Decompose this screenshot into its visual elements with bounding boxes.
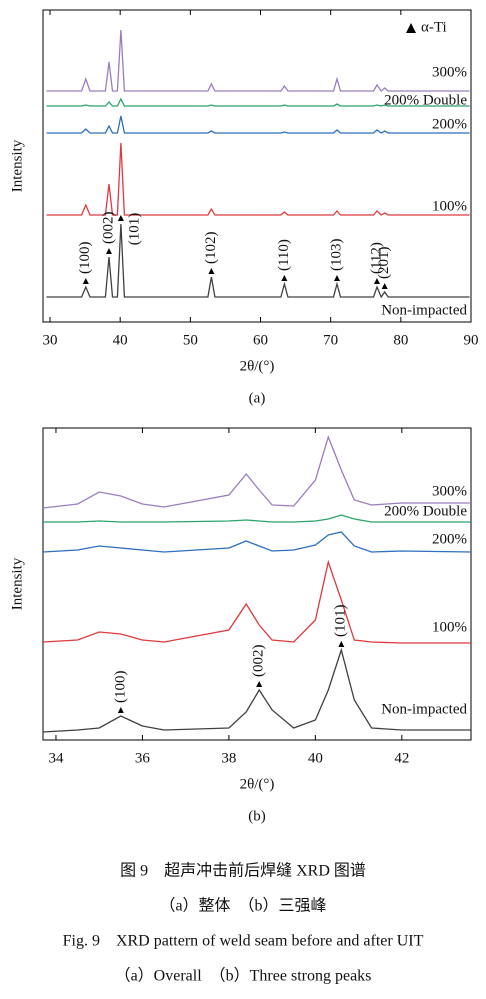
x-tick-label: 36 xyxy=(135,750,151,766)
peak-label: (102) xyxy=(203,232,219,265)
x-tick-label: 50 xyxy=(183,332,198,348)
panel-caption: (a) xyxy=(249,390,266,406)
peak-marker xyxy=(333,275,340,281)
series-label: 100% xyxy=(432,198,467,214)
series-label: 100% xyxy=(432,619,467,635)
peak-marker xyxy=(105,248,112,254)
x-tick-label: 80 xyxy=(393,332,408,348)
caption-en-title: Fig. 9 XRD pattern of weld seam before a… xyxy=(63,933,424,950)
x-tick-label: 90 xyxy=(464,332,479,348)
series-label: Non-impacted xyxy=(381,302,467,318)
peak-marker xyxy=(281,275,288,281)
series-label: Non-impacted xyxy=(381,701,467,717)
caption-en-sub: （a）Overall （b）Three strong peaks xyxy=(115,967,372,985)
plot-frame xyxy=(42,9,472,323)
peak-marker xyxy=(117,215,124,221)
plot-frame xyxy=(42,427,472,741)
caption-cn-title: 图 9 超声冲击前后焊缝 XRD 图谱 xyxy=(120,862,366,880)
y-axis-label: Intensity xyxy=(9,557,25,610)
peak-marker xyxy=(117,707,124,713)
x-axis-label: 2θ/(°) xyxy=(240,358,275,374)
x-tick-label: 34 xyxy=(48,750,64,766)
series-label: 200% xyxy=(432,531,467,547)
x-tick-label: 30 xyxy=(43,332,58,348)
x-tick-label: 40 xyxy=(308,750,323,766)
series-line xyxy=(42,435,471,509)
peak-marker xyxy=(373,278,380,284)
peak-label: (103) xyxy=(328,239,344,272)
peak-marker xyxy=(338,641,345,647)
series-label: 300% xyxy=(432,64,467,80)
series-label: 200% Double xyxy=(384,92,467,108)
x-axis-label: 2θ/(°) xyxy=(240,776,275,792)
x-tick-label: 60 xyxy=(253,332,268,348)
series-label: 200% xyxy=(432,116,467,132)
peak-marker xyxy=(208,268,215,274)
series-line xyxy=(46,115,470,134)
peak-label: (101) xyxy=(126,213,142,246)
series-line xyxy=(46,223,470,299)
panel-caption: (b) xyxy=(248,808,266,824)
peak-label: (101) xyxy=(333,605,349,638)
x-tick-label: 42 xyxy=(394,750,409,766)
peak-label: (002) xyxy=(100,212,116,245)
series-label: 200% Double xyxy=(384,503,467,519)
series-line xyxy=(46,97,470,107)
peak-marker xyxy=(381,283,388,289)
x-tick-label: 38 xyxy=(221,750,236,766)
peak-label: (112) xyxy=(368,242,384,274)
series-line xyxy=(42,531,472,553)
series-line xyxy=(42,559,471,644)
peak-label: (100) xyxy=(112,671,128,704)
peak-label: (201) xyxy=(376,247,392,280)
peak-marker xyxy=(256,681,263,687)
series-line xyxy=(43,514,471,523)
series-line xyxy=(46,29,470,92)
x-tick-label: 70 xyxy=(323,332,338,348)
legend-marker xyxy=(406,23,416,33)
series-line xyxy=(42,647,471,733)
peak-marker xyxy=(82,278,89,284)
y-axis-label: Intensity xyxy=(9,139,25,192)
peak-label: (100) xyxy=(77,242,93,275)
x-tick-label: 40 xyxy=(113,332,128,348)
legend-label: α-Ti xyxy=(421,19,447,35)
series-line xyxy=(46,142,470,216)
peak-label: (002) xyxy=(251,645,267,678)
peak-label: (110) xyxy=(276,239,292,271)
series-label: 300% xyxy=(432,483,467,499)
caption-cn-sub: （a）整体 （b）三强峰 xyxy=(159,897,326,915)
